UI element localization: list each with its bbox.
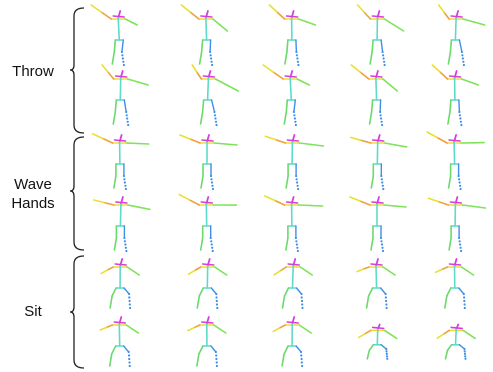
skeleton-sit-d [356, 258, 396, 310]
skeleton-stand-throw-e [437, 4, 486, 67]
group-label-wave-hands: Wave Hands [0, 175, 66, 213]
group-label-wave-line2: Hands [11, 195, 55, 212]
skeleton-sit-b [187, 258, 228, 310]
skeleton-stand-throw-i [350, 64, 399, 127]
skeleton-stand-throw-a [90, 4, 138, 67]
bracket-throw [69, 7, 85, 134]
skeleton-wave-h [263, 195, 324, 253]
skeleton-wave-f [93, 196, 151, 253]
skeleton-wave-e [426, 131, 485, 191]
skeleton-wave-a [91, 133, 150, 191]
skeleton-sit-c [273, 258, 314, 310]
skeleton-sit-i [357, 323, 398, 360]
skeleton-wave-d [349, 134, 408, 191]
group-label-throw: Throw [12, 63, 54, 80]
skeleton-stand-throw-c [268, 4, 317, 67]
bracket-sit [69, 255, 85, 369]
group-label-sit: Sit [24, 303, 42, 320]
skeleton-sit-a [100, 258, 140, 310]
skeleton-stand-throw-b [180, 4, 229, 67]
skeleton-sit-j [436, 323, 477, 360]
skeleton-sit-e [434, 258, 475, 310]
skeleton-stand-throw-d [356, 4, 405, 67]
skeleton-stand-throw-g [191, 64, 239, 127]
group-label-wave-line1: Wave [14, 176, 52, 193]
skeleton-stand-throw-h [262, 64, 311, 127]
group-brackets [69, 7, 85, 369]
skeleton-stand-throw-j [431, 64, 480, 127]
skeleton-stand-throw-f [101, 64, 149, 127]
skeleton-sit-f [99, 316, 140, 368]
skeleton-sit-h [272, 316, 313, 368]
skeleton-wave-c [264, 134, 325, 191]
skeleton-wave-i [349, 196, 407, 253]
skeleton-grid [90, 4, 487, 368]
skeleton-wave-g [178, 193, 238, 253]
skeleton-sit-g [187, 316, 227, 368]
skeleton-wave-j [427, 196, 487, 253]
skeleton-wave-b [179, 134, 238, 191]
bracket-wave-hands [69, 136, 85, 251]
